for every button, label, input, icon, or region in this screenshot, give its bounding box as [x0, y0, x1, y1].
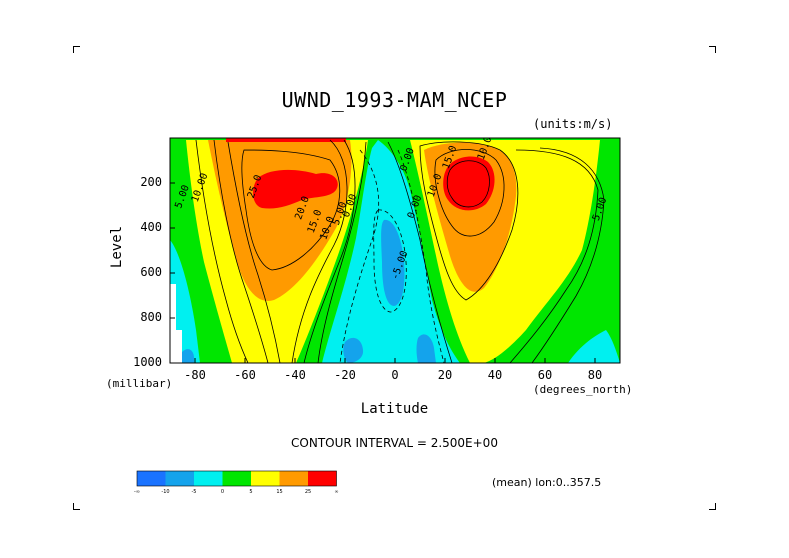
x-tick-label: 0 — [391, 368, 399, 382]
y-tick-label: 1000 — [133, 355, 162, 369]
x-tick-label: 20 — [437, 368, 453, 382]
crop-mark-top-left — [73, 46, 80, 53]
easterly-core-equator — [381, 219, 405, 306]
colorbar-swatch — [194, 471, 223, 486]
nh-contour-4 — [509, 149, 599, 363]
dashed-contour-1 — [373, 209, 407, 313]
nh-contour-5 — [531, 147, 605, 363]
colorbar-tick-label: ∞ — [334, 489, 338, 495]
x-axis-unit: (degrees_north) — [533, 383, 633, 396]
colorbar-tick-label: -5 — [192, 489, 197, 495]
nh-contour-2 — [434, 149, 505, 237]
y-tick-label: 800 — [140, 310, 162, 324]
colorbar-tick-label: 0 — [221, 489, 224, 495]
sh-contour-3 — [227, 141, 281, 363]
colorbar-swatch — [222, 471, 251, 486]
colorbar-tick-label: 5 — [249, 489, 252, 495]
x-tick-label: 60 — [537, 368, 553, 382]
colorbar-tick-label: -10 — [161, 489, 169, 495]
colorbar-tick-label: -∞ — [134, 489, 140, 495]
contour-interval-note: CONTOUR INTERVAL = 2.500E+00 — [291, 436, 498, 450]
colorbar-swatch — [279, 471, 308, 486]
colorbar-tick-label: 15 — [276, 489, 282, 495]
y-tick-label: 600 — [140, 265, 162, 279]
filled-contour-layer — [170, 138, 620, 363]
stratospheric-top-red — [226, 138, 346, 142]
colorbar: -∞ -10 -5 0 5 15 25 ∞ — [134, 470, 339, 495]
x-tick-label: -40 — [284, 368, 306, 382]
x-tick-label: -20 — [334, 368, 356, 382]
sh-contour-2 — [213, 139, 269, 363]
zero-contour-nh — [387, 141, 453, 363]
y-axis-unit: (millibar) — [106, 377, 173, 390]
dashed-contour-2 — [339, 149, 380, 363]
colorbar-tick-label: 25 — [305, 489, 311, 495]
colorbar-swatch — [137, 471, 166, 486]
crop-mark-top-right — [709, 46, 716, 53]
colorbar-swatch — [251, 471, 280, 486]
y-tick-label: 400 — [140, 220, 162, 234]
axis-ticks — [170, 182, 596, 364]
sh-jet-25 — [253, 169, 338, 209]
nh-contour-3 — [446, 160, 490, 208]
negative-contours — [339, 149, 445, 363]
nh-jet-25 — [443, 156, 495, 211]
units-label: (units:m/s) — [533, 117, 613, 131]
colorbar-swatch — [165, 471, 194, 486]
x-tick-label: 40 — [487, 368, 503, 382]
crop-mark-bottom-left — [73, 503, 80, 510]
crop-mark-bottom-right — [709, 503, 716, 510]
y-axis-label: Level — [109, 225, 126, 269]
x-tick-label: 80 — [587, 368, 603, 382]
x-axis-label: Latitude — [360, 401, 429, 417]
nh-contour-1 — [419, 141, 519, 301]
x-tick-label: -80 — [184, 368, 206, 382]
mean-longitude-note: (mean) lon:0..357.5 — [492, 476, 602, 489]
contour-lines — [195, 139, 605, 363]
easterly-core-c — [180, 349, 194, 363]
easterly-region-ne — [568, 330, 620, 363]
chart-title: UWND_1993-MAM_NCEP — [281, 88, 508, 112]
zero-contour-sh — [317, 141, 367, 363]
sh-contour-6 — [303, 139, 356, 363]
white-gap — [170, 284, 182, 363]
sh-contour-5 — [291, 139, 348, 363]
easterly-core-b — [416, 334, 436, 363]
colorbar-swatch — [308, 471, 337, 486]
sh-contour-1 — [195, 139, 249, 363]
easterly-core-a — [343, 337, 364, 363]
x-tick-label: -60 — [234, 368, 256, 382]
y-tick-label: 200 — [140, 175, 162, 189]
sh-contour-4 — [241, 149, 341, 271]
dashed-contour-3 — [397, 149, 445, 363]
colorbar-frame — [136, 470, 337, 487]
